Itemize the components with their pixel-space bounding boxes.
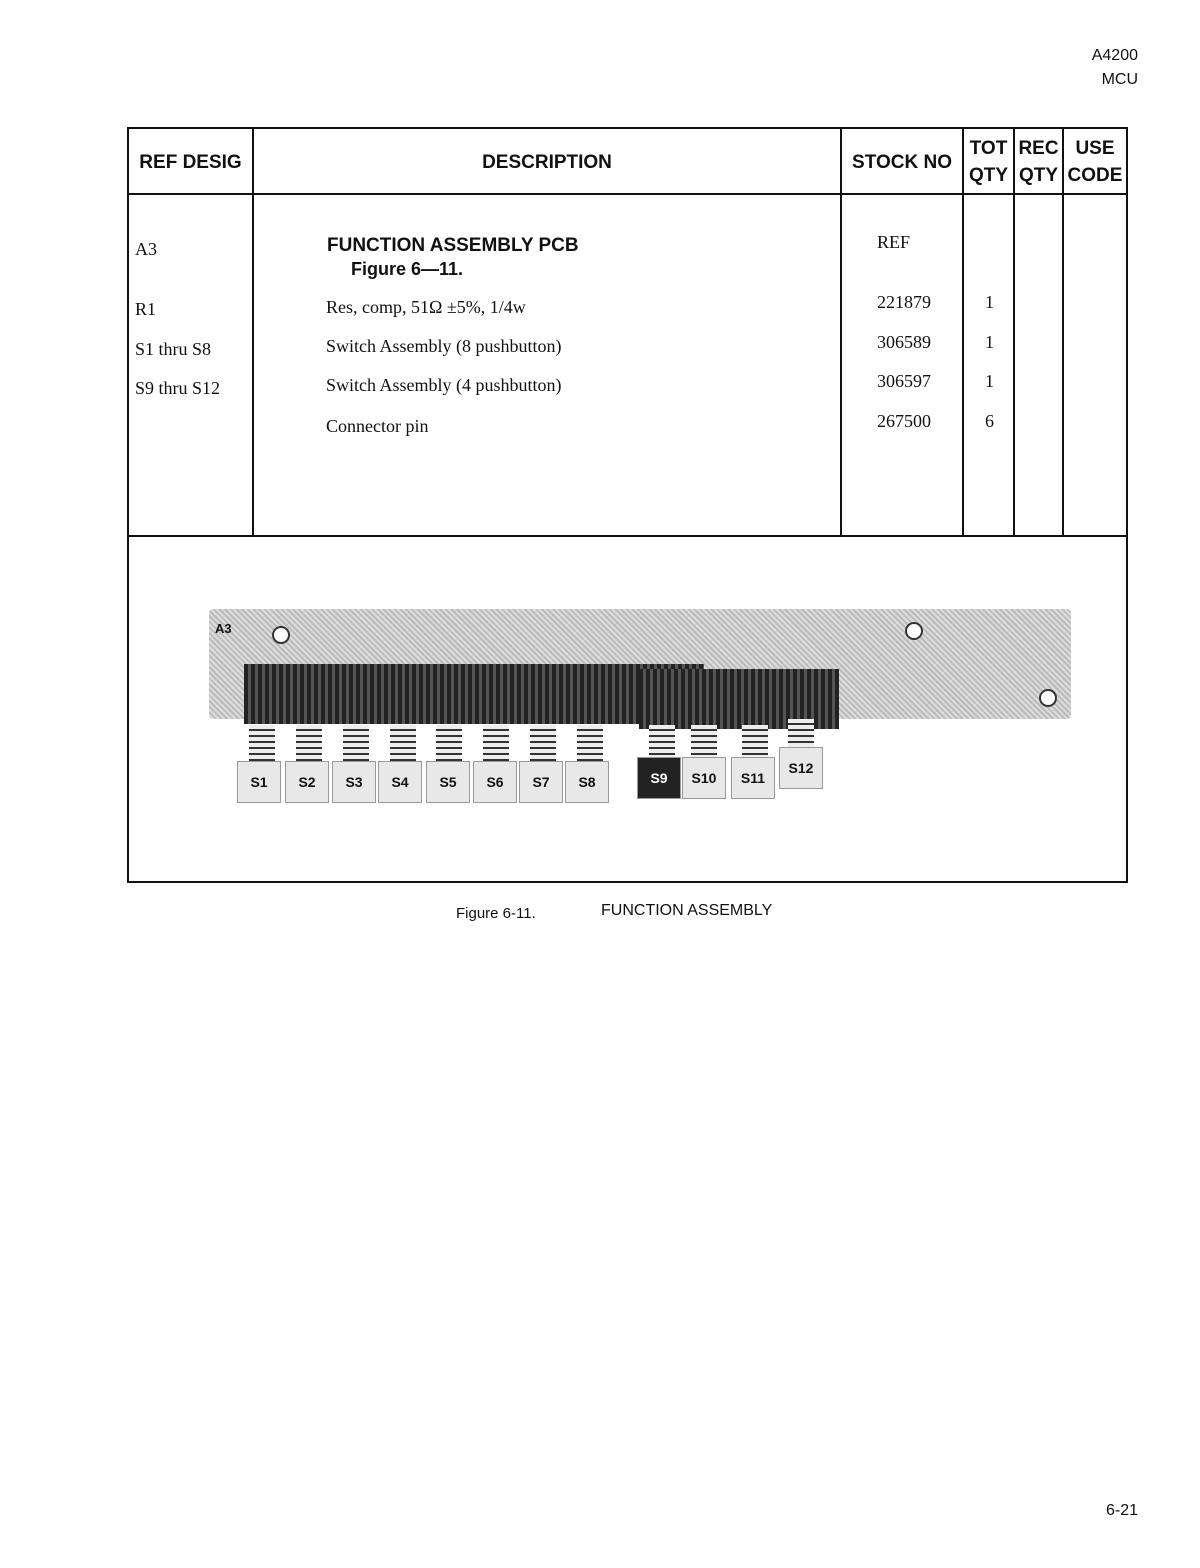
description-sub: Figure 6—11. (351, 259, 464, 279)
column-divider (252, 129, 254, 537)
col-header-use-code: USE CODE (1067, 138, 1123, 186)
description: Switch Assembly (8 pushbutton) (326, 336, 562, 356)
spring (483, 725, 509, 761)
header-divider (129, 193, 1126, 195)
switch-s8: S8 (565, 761, 609, 803)
switch-s6: S6 (473, 761, 517, 803)
doc-number: A4200 (1091, 47, 1138, 64)
mounting-hole (905, 622, 923, 640)
description: Switch Assembly (4 pushbutton) (326, 375, 562, 395)
ref-desig: A3 (135, 239, 157, 259)
spring (390, 725, 416, 761)
tot-qty: 1 (985, 371, 994, 391)
stock-no: 221879 (877, 292, 931, 312)
switch-s10: S10 (682, 757, 726, 799)
column-divider (962, 129, 964, 537)
ref-desig: S1 thru S8 (135, 339, 212, 359)
col-header-description: DESCRIPTION (482, 151, 612, 173)
tot-qty: 1 (985, 292, 994, 312)
page-number: 6-21 (1105, 1502, 1138, 1519)
tot-qty: 6 (985, 411, 994, 431)
board-label: A3 (215, 621, 232, 636)
spring (691, 725, 717, 761)
spring (530, 725, 556, 761)
stock-no: REF (877, 232, 911, 252)
mounting-hole (272, 626, 290, 644)
spring (436, 725, 462, 761)
switch-bank-1-8 (244, 664, 704, 724)
switch-s4: S4 (378, 761, 422, 803)
col-header-stock-no: STOCK NO (852, 151, 952, 173)
description: Connector pin (326, 416, 429, 436)
ref-desig: R1 (135, 299, 157, 319)
switch-s12: S12 (779, 747, 823, 789)
switch-s5: S5 (426, 761, 470, 803)
ref-desig: S9 thru S12 (135, 378, 221, 398)
spring (343, 725, 369, 761)
spring (296, 725, 322, 761)
parts-table: REF DESIG DESCRIPTION STOCK NO TOT QTY R… (127, 127, 1128, 883)
stock-no: 306589 (877, 332, 931, 352)
mounting-hole (1039, 689, 1057, 707)
stock-no: 267500 (877, 411, 931, 431)
description: Res, comp, 51Ω ±5%, 1/4w (326, 297, 526, 317)
spring (577, 725, 603, 761)
spring (249, 725, 275, 761)
figure-caption-number: Figure 6-11. (456, 905, 536, 922)
figure-caption-title: FUNCTION ASSEMBLY (601, 902, 773, 919)
spring (742, 725, 768, 761)
switch-s3: S3 (332, 761, 376, 803)
stock-no: 306597 (877, 371, 931, 391)
col-header-tot-qty: TOT QTY (968, 138, 1009, 186)
spring (649, 725, 675, 761)
tot-qty: 1 (985, 332, 994, 352)
description: FUNCTION ASSEMBLY PCB (327, 235, 579, 256)
col-header-rec-qty: REC QTY (1018, 138, 1059, 186)
column-divider (1013, 129, 1015, 537)
switch-s7: S7 (519, 761, 563, 803)
column-divider (1062, 129, 1064, 537)
switch-s9: S9 (637, 757, 681, 799)
column-divider (840, 129, 842, 537)
table-bottom-divider (129, 535, 1126, 537)
switch-s11: S11 (731, 757, 775, 799)
switch-s1: S1 (237, 761, 281, 803)
model-name: MCU (1101, 71, 1138, 88)
col-header-ref-desig: REF DESIG (139, 151, 242, 173)
switch-s2: S2 (285, 761, 329, 803)
